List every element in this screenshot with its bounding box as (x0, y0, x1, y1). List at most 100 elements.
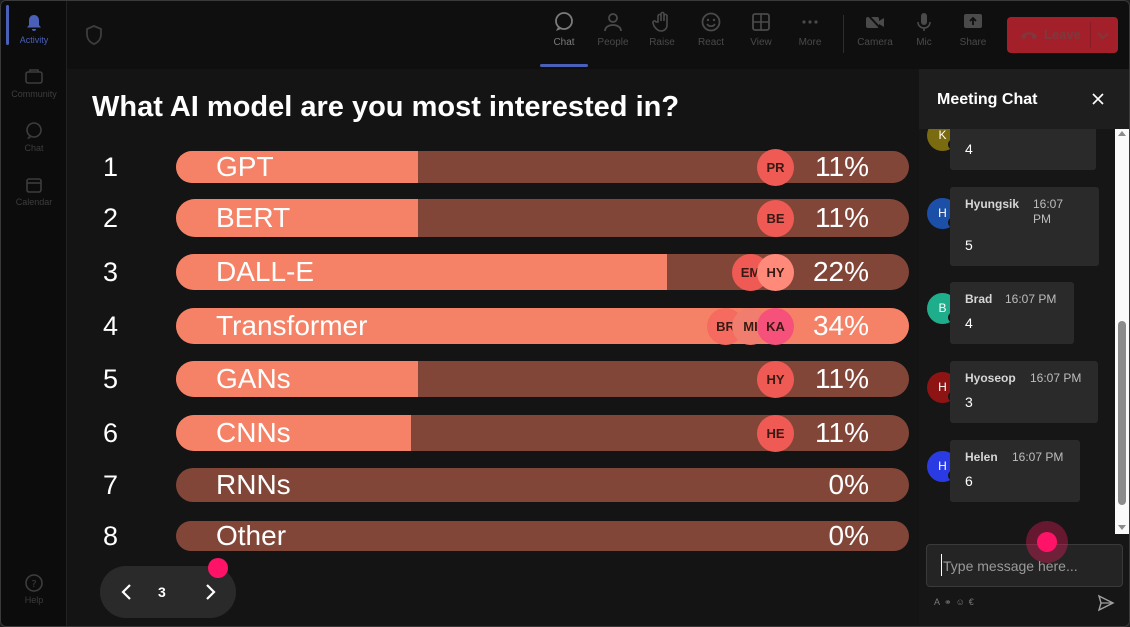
option-number: 3 (103, 257, 119, 287)
react-button[interactable]: React (689, 11, 733, 48)
mic-button[interactable]: Mic (902, 11, 946, 48)
option-number: 1 (103, 152, 119, 182)
poll-option: 8 Other 0% (67, 521, 919, 551)
poll-results: What AI model are you most interested in… (67, 69, 919, 626)
rail-item-help[interactable]: ? Help (1, 573, 67, 605)
shield-icon (86, 25, 102, 45)
people-icon (604, 13, 622, 32)
hang-up-icon (1021, 32, 1037, 39)
option-bar-fill (176, 199, 418, 237)
close-icon[interactable] (1091, 92, 1105, 106)
more-dots-icon (802, 20, 818, 24)
leave-button-label: Leave (1044, 27, 1081, 42)
left-rail: Activity Community Chat Calendar ? Help (1, 1, 67, 626)
share-button[interactable]: Share (951, 11, 995, 48)
help-icon: ? (25, 574, 43, 592)
chevron-left-icon[interactable] (117, 581, 137, 603)
camera-button-label: Camera (857, 37, 893, 48)
scroll-down-arrow[interactable] (1118, 525, 1126, 530)
chevron-right-icon[interactable] (200, 581, 220, 603)
rail-label-activity: Activity (19, 35, 49, 45)
poll-option: 7 RNNs 0% (67, 468, 919, 502)
people-button[interactable]: People (591, 11, 635, 48)
rail-item-community[interactable]: Community (1, 67, 67, 99)
rail-label-help: Help (24, 595, 44, 605)
chat-scrollbar[interactable] (1115, 129, 1129, 534)
page-number: 3 (158, 584, 166, 600)
sender-name: Brad (965, 292, 993, 306)
format-icon[interactable]: A (934, 597, 941, 607)
chat-message: Helen 16:07 PM 6 (950, 440, 1080, 502)
option-bar-track (176, 468, 909, 502)
attach-icon[interactable]: ⚭ (944, 597, 952, 607)
chat-message: 4 (950, 129, 1096, 170)
calendar-icon (26, 178, 42, 193)
option-label: GANs (216, 363, 291, 394)
text-cursor (941, 554, 942, 576)
rail-item-activity[interactable]: Activity (1, 5, 67, 45)
community-icon (25, 69, 43, 84)
voter-avatar: HE (757, 415, 794, 452)
rail-item-chat[interactable]: Chat (1, 121, 67, 153)
sender-name: Hyungsik (965, 197, 1020, 211)
option-bar-track (176, 151, 909, 183)
option-label: GPT (216, 151, 274, 182)
bell-icon (27, 15, 41, 31)
option-bar-track (176, 521, 909, 551)
gif-icon[interactable]: € (968, 597, 974, 607)
option-number: 5 (103, 364, 119, 394)
option-label: RNNs (216, 469, 291, 500)
option-percentage: 34% (812, 310, 869, 341)
option-number: 4 (103, 311, 119, 341)
camera-button[interactable]: Camera (853, 11, 897, 48)
chevron-down-icon[interactable] (1096, 28, 1110, 42)
view-button[interactable]: View (739, 11, 783, 48)
chat-message: Brad 16:07 PM 4 (950, 282, 1074, 344)
rail-label-chat: Chat (24, 143, 44, 153)
smiley-icon (701, 12, 721, 32)
option-percentage: 0% (828, 520, 869, 551)
option-number: 7 (103, 470, 119, 500)
emoji-icon[interactable]: ☺ (955, 597, 965, 607)
leave-divider (1090, 22, 1091, 48)
rail-item-calendar[interactable]: Calendar (1, 175, 67, 207)
rail-label-community: Community (11, 89, 57, 99)
voter-avatar: BE (757, 200, 794, 237)
sender-name: Hyoseop (965, 371, 1016, 385)
share-screen-icon (964, 14, 982, 28)
chat-button[interactable]: Chat (540, 11, 588, 67)
poll-option: 4 Transformer BR MI KA 34% (67, 308, 919, 345)
raise-button-label: Raise (649, 37, 675, 48)
raise-hand-button[interactable]: Raise (640, 11, 684, 48)
chat-icon (555, 12, 573, 31)
poll-option: 1 GPT PR 11% (67, 149, 919, 186)
leave-button[interactable]: Leave (1007, 17, 1118, 53)
message-time: 16:07 PM (1033, 197, 1064, 226)
option-bar-fill (176, 151, 418, 183)
chat-title: Meeting Chat (937, 91, 1038, 108)
option-bar-fill (176, 254, 667, 290)
scrollbar-thumb[interactable] (1118, 321, 1126, 505)
share-button-label: Share (959, 37, 987, 48)
option-label: CNNs (216, 417, 291, 448)
scroll-up-arrow[interactable] (1118, 131, 1126, 136)
option-label: BERT (216, 202, 291, 233)
message-body: 4 (965, 141, 973, 157)
send-icon[interactable] (1097, 594, 1115, 612)
rail-label-calendar: Calendar (15, 197, 53, 207)
message-time: 16:07 PM (1012, 450, 1064, 464)
message-time: 16:07 PM (1030, 371, 1082, 385)
format-toolbar: A ⚭ ☺ € (934, 597, 978, 609)
poll-option: 5 GANs HY 11% (67, 361, 919, 398)
mic-button-label: Mic (916, 37, 932, 48)
chat-icon (26, 122, 42, 139)
more-button[interactable]: More (788, 11, 832, 48)
react-button-label: React (697, 37, 725, 48)
toolbar-divider (843, 15, 844, 53)
chat-message-input[interactable] (926, 544, 1123, 587)
option-number: 2 (103, 203, 119, 233)
svg-text:?: ? (31, 579, 36, 590)
option-percentage: 11% (815, 202, 869, 233)
poll-option: 3 DALL-E EM HY 22% (67, 254, 919, 291)
poll-option: 2 BERT BE 11% (67, 199, 919, 237)
